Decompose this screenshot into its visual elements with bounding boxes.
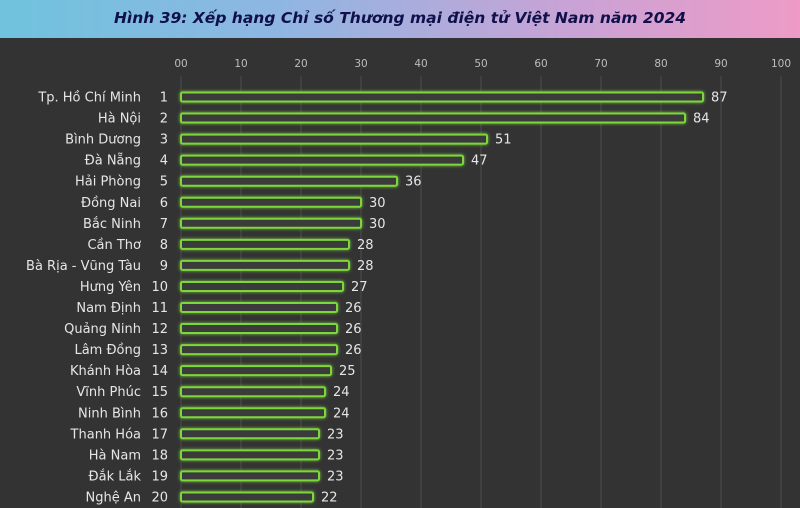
bar: [180, 217, 362, 229]
rank-label: 9: [160, 259, 168, 274]
bar: [180, 323, 338, 335]
rank-label: 20: [151, 490, 168, 505]
data-label: 26: [345, 322, 362, 337]
rank-label: 17: [151, 427, 168, 442]
category-label: Vĩnh Phúc: [76, 385, 141, 400]
category-label: Đồng Nai: [81, 196, 141, 211]
x-tick-label: 70: [594, 58, 607, 70]
bar: [180, 449, 320, 461]
rank-label: 11: [151, 301, 168, 316]
bar-chart: 00 10 20 30 40 50 60 70 80 90 100 Tp. Hồ Chí Minh 1…: [26, 58, 791, 508]
x-tick-label: 00: [174, 58, 187, 70]
rank-label: 15: [151, 385, 168, 400]
data-label: 24: [333, 406, 350, 421]
bar: [180, 407, 326, 419]
bar: [180, 365, 332, 377]
data-label: 28: [357, 238, 374, 253]
bar: [180, 386, 326, 398]
title-banner: Hình 39: Xếp hạng Chỉ số Thương mại điện…: [0, 0, 800, 38]
data-label: 51: [495, 133, 512, 148]
rank-label: 1: [160, 91, 168, 106]
data-label: 30: [369, 217, 386, 232]
data-label: 27: [351, 280, 368, 295]
gridlines: [180, 76, 782, 508]
bar: [180, 491, 314, 503]
bar: [180, 470, 320, 482]
bar: [180, 175, 398, 187]
category-label: Đắk Lắk: [89, 469, 142, 484]
rank-label: 19: [151, 469, 168, 484]
category-label: Ninh Bình: [78, 406, 141, 421]
bar: [180, 259, 350, 271]
data-label: 24: [333, 385, 350, 400]
data-label: 23: [327, 448, 344, 463]
category-label: Nam Định: [76, 301, 141, 316]
category-label: Nghệ An: [86, 490, 141, 505]
data-label: 84: [693, 112, 710, 127]
data-label: 22: [321, 490, 338, 505]
x-tick-label: 30: [354, 58, 367, 70]
data-label: 36: [405, 175, 422, 190]
category-label: Hà Nội: [98, 112, 141, 127]
bar: [180, 196, 362, 208]
rank-label: 10: [151, 280, 168, 295]
x-tick-label: 10: [234, 58, 247, 70]
data-label: 87: [711, 91, 728, 106]
data-label: 26: [345, 343, 362, 358]
x-axis-ticks: 00 10 20 30 40 50 60 70 80 90 100: [174, 58, 791, 70]
category-label: Hưng Yên: [80, 280, 141, 295]
x-tick-label: 100: [771, 58, 791, 70]
rank-label: 4: [160, 154, 168, 169]
category-label: Đà Nẵng: [85, 154, 141, 169]
data-label: 26: [345, 301, 362, 316]
rank-label: 3: [160, 133, 168, 148]
bar: [180, 344, 338, 356]
rank-label: 16: [151, 406, 168, 421]
data-label: 47: [471, 154, 488, 169]
bar: [180, 302, 338, 313]
bar: [180, 112, 686, 124]
x-tick-label: 80: [654, 58, 667, 70]
bar: [180, 91, 704, 103]
category-label: Bà Rịa - Vũng Tàu: [26, 259, 141, 274]
rank-label: 5: [160, 175, 168, 190]
x-tick-label: 20: [294, 58, 307, 70]
bar: [180, 428, 320, 440]
rank-label: 13: [151, 343, 168, 358]
x-tick-label: 40: [414, 58, 427, 70]
rank-label: 6: [160, 196, 168, 211]
category-label: Tp. Hồ Chí Minh: [37, 91, 141, 106]
data-label: 23: [327, 427, 344, 442]
category-label: Quảng Ninh: [64, 322, 141, 337]
bar: [180, 280, 344, 292]
category-label: Cần Thơ: [87, 238, 141, 253]
bar: [180, 133, 488, 145]
rank-label: 14: [151, 364, 168, 379]
category-label: Hà Nam: [89, 448, 141, 463]
x-tick-label: 60: [534, 58, 547, 70]
data-label: 23: [327, 469, 344, 484]
category-label: Bình Dương: [65, 133, 141, 148]
x-tick-label: 50: [474, 58, 487, 70]
bars: [180, 91, 704, 503]
data-label: 25: [339, 364, 356, 379]
category-label: Hải Phòng: [75, 175, 141, 190]
data-label: 28: [357, 259, 374, 274]
category-label: Thanh Hóa: [70, 427, 141, 442]
category-label: Khánh Hòa: [70, 364, 141, 379]
rank-label: 8: [160, 238, 168, 253]
rank-label: 7: [160, 217, 168, 232]
bar: [180, 154, 464, 166]
category-label: Bắc Ninh: [83, 217, 141, 232]
rank-label: 12: [151, 322, 168, 337]
chart-title: Hình 39: Xếp hạng Chỉ số Thương mại điện…: [113, 9, 687, 27]
rank-label: 2: [160, 112, 168, 127]
rank-label: 18: [151, 448, 168, 463]
bar: [180, 238, 350, 250]
category-label: Lâm Đồng: [74, 343, 141, 358]
x-tick-label: 90: [714, 58, 727, 70]
data-label: 30: [369, 196, 386, 211]
